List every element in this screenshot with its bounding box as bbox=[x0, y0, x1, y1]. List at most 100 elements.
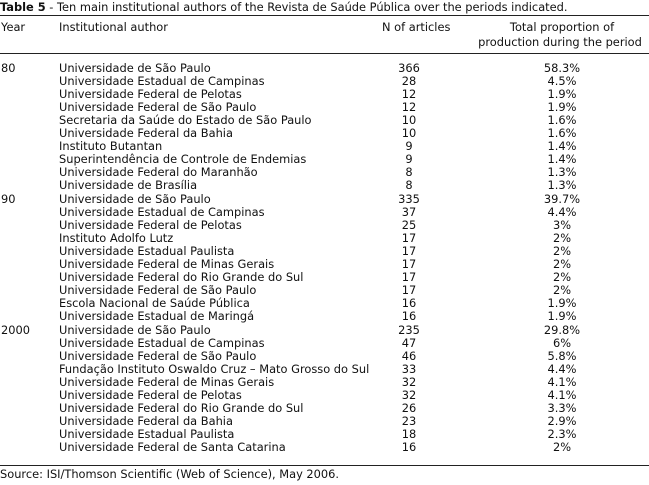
table-row: Universidade Federal de Minas Gerais 17 2% bbox=[0, 257, 649, 271]
table-row: Superintendência de Controle de Endemias… bbox=[0, 153, 649, 166]
cell-n-articles: 25 bbox=[401, 217, 417, 232]
cell-author: Instituto Butantan bbox=[59, 139, 163, 154]
table-row: Instituto Adolfo Lutz 17 2% bbox=[0, 230, 649, 245]
cell-n-articles: 26 bbox=[401, 401, 417, 416]
cell-author: Universidade de São Paulo bbox=[59, 60, 211, 75]
cell-author: Universidade Federal da Bahia bbox=[59, 126, 233, 140]
cell-n-articles: 16 bbox=[401, 309, 417, 324]
table-row: Universidade Federal do Rio Grande do Su… bbox=[0, 270, 649, 285]
cell-n-articles: 17 bbox=[401, 270, 417, 285]
cell-author: Universidade Federal do Rio Grande do Su… bbox=[59, 270, 304, 285]
table-row: Universidade Federal de Pelotas 12 1.9% bbox=[0, 86, 649, 101]
cell-n-articles: 33 bbox=[401, 361, 417, 376]
cell-author: Universidade Federal de São Paulo bbox=[59, 283, 257, 298]
table-label: Table 5 bbox=[0, 0, 46, 14]
cell-author: Universidade Estadual Paulista bbox=[59, 427, 235, 442]
cell-proportion: 4.4% bbox=[547, 204, 577, 219]
cell-author: Escola Nacional de Saúde Pública bbox=[59, 296, 250, 311]
table-row: Universidade Federal de Minas Gerais 32 4.… bbox=[0, 374, 649, 389]
cell-year: 90 bbox=[1, 191, 16, 206]
cell-proportion: 2% bbox=[552, 257, 572, 271]
cell-proportion: 3.3% bbox=[547, 401, 577, 416]
cell-n-articles: 9 bbox=[405, 139, 413, 154]
table-row: Universidade Estadual de Maringá 16 1.9% bbox=[0, 310, 649, 323]
cell-author: Universidade Estadual de Campinas bbox=[59, 335, 265, 350]
top-rule bbox=[0, 15, 649, 16]
cell-author: Fundação Instituto Oswaldo Cruz – Mato G… bbox=[59, 361, 370, 376]
table-row: 80 Universidade de São Paulo 366 58.3% bbox=[0, 60, 649, 75]
cell-proportion: 2% bbox=[552, 283, 572, 298]
header-n-articles: N of articles bbox=[382, 20, 451, 34]
cell-proportion: 1.6% bbox=[547, 126, 577, 140]
table-row: Universidade Estadual de Campinas 37 4.4% bbox=[0, 204, 649, 219]
cell-proportion: 1.3% bbox=[547, 178, 577, 193]
cell-proportion: 4.4% bbox=[547, 361, 577, 376]
cell-n-articles: 10 bbox=[401, 112, 417, 127]
cell-proportion: 2.9% bbox=[547, 414, 577, 429]
cell-n-articles: 32 bbox=[401, 388, 417, 402]
table-caption: Table 5 - Ten main institutional authors… bbox=[0, 0, 568, 14]
cell-proportion: 1.9% bbox=[547, 296, 577, 311]
cell-author: Universidade Estadual Paulista bbox=[59, 243, 235, 258]
bottom-rule bbox=[0, 465, 649, 466]
cell-author: Instituto Adolfo Lutz bbox=[59, 230, 174, 245]
table-row: Universidade Federal do Maranhão 8 1.3% bbox=[0, 166, 649, 179]
cell-proportion: 6% bbox=[552, 335, 572, 350]
table-row: Universidade Federal de Pelotas 32 4.1% bbox=[0, 388, 649, 402]
cell-n-articles: 18 bbox=[401, 427, 417, 442]
cell-year: 80 bbox=[1, 60, 16, 75]
cell-author: Universidade Estadual de Campinas bbox=[59, 73, 265, 88]
cell-n-articles: 23 bbox=[401, 414, 417, 429]
cell-author: Universidade Federal de Minas Gerais bbox=[59, 374, 275, 389]
cell-n-articles: 16 bbox=[401, 296, 417, 311]
cell-n-articles: 32 bbox=[401, 374, 417, 389]
cell-proportion: 2% bbox=[552, 230, 572, 245]
cell-author: Universidade Federal da Bahia bbox=[59, 414, 233, 429]
cell-n-articles: 12 bbox=[401, 99, 417, 114]
cell-n-articles: 8 bbox=[405, 165, 413, 180]
table-row: Universidade Federal de Pelotas 25 3% bbox=[0, 217, 649, 232]
cell-proportion: 1.4% bbox=[547, 139, 577, 154]
cell-n-articles: 8 bbox=[405, 178, 413, 193]
cell-n-articles: 46 bbox=[401, 348, 417, 363]
cell-proportion: 2% bbox=[552, 270, 572, 285]
cell-proportion: 1.9% bbox=[547, 309, 577, 324]
table-row: Secretaria da Saúde do Estado de São Pau… bbox=[0, 112, 649, 127]
cell-proportion: 29.8% bbox=[543, 322, 581, 337]
cell-author: Universidade Federal de São Paulo bbox=[59, 99, 257, 114]
cell-n-articles: 37 bbox=[401, 204, 417, 219]
table-row: Universidade Federal do Rio Grande do Su… bbox=[0, 401, 649, 416]
table-row: Universidade Federal de São Paulo 12 1.9% bbox=[0, 99, 649, 114]
cell-author: Superintendência de Controle de Endemias bbox=[59, 152, 307, 167]
cell-proportion: 1.4% bbox=[547, 152, 577, 167]
cell-proportion: 5.8% bbox=[547, 348, 577, 363]
cell-n-articles: 12 bbox=[401, 86, 417, 101]
source-note: Source: ISI/Thomson Scientific (Web of S… bbox=[0, 467, 340, 481]
table-row: Universidade Estadual Paulista 18 2.3% bbox=[0, 428, 649, 441]
cell-proportion: 39.7% bbox=[543, 191, 581, 206]
cell-author: Universidade Federal de Pelotas bbox=[59, 217, 242, 232]
cell-author: Universidade de São Paulo bbox=[59, 322, 211, 337]
cell-year: 2000 bbox=[1, 322, 30, 337]
table-row: Universidade Estadual de Campinas 47 6% bbox=[0, 335, 649, 350]
cell-author: Secretaria da Saúde do Estado de São Pau… bbox=[59, 112, 312, 127]
cell-n-articles: 17 bbox=[401, 230, 417, 245]
cell-author: Universidade de São Paulo bbox=[59, 191, 211, 206]
cell-proportion: 2% bbox=[552, 243, 572, 258]
table-row: Escola Nacional de Saúde Pública 16 1.9% bbox=[0, 297, 649, 310]
table-row: 2000 Universidade de São Paulo 235 29.8% bbox=[0, 322, 649, 337]
table-row: Universidade Estadual Paulista 17 2% bbox=[0, 243, 649, 258]
header-year: Year bbox=[1, 20, 26, 34]
table-row: Universidade de Brasília 8 1.3% bbox=[0, 179, 649, 192]
table-row: Universidade Federal de São Paulo 17 2% bbox=[0, 284, 649, 297]
table-row: Universidade Federal da Bahia 10 1.6% bbox=[0, 126, 649, 140]
table-row: Universidade Estadual de Campinas 28 4.5% bbox=[0, 73, 649, 88]
table-row: Fundação Instituto Oswaldo Cruz – Mato G… bbox=[0, 361, 649, 376]
table-caption-text: - Ten main institutional authors of the … bbox=[45, 0, 568, 14]
cell-proportion: 1.9% bbox=[547, 99, 577, 114]
cell-n-articles: 17 bbox=[401, 283, 417, 298]
cell-n-articles: 16 bbox=[401, 440, 417, 455]
cell-n-articles: 10 bbox=[401, 126, 417, 140]
header-proportion-line2: production during the period bbox=[478, 35, 642, 49]
header-proportion-line1: Total proportion of bbox=[509, 20, 615, 34]
